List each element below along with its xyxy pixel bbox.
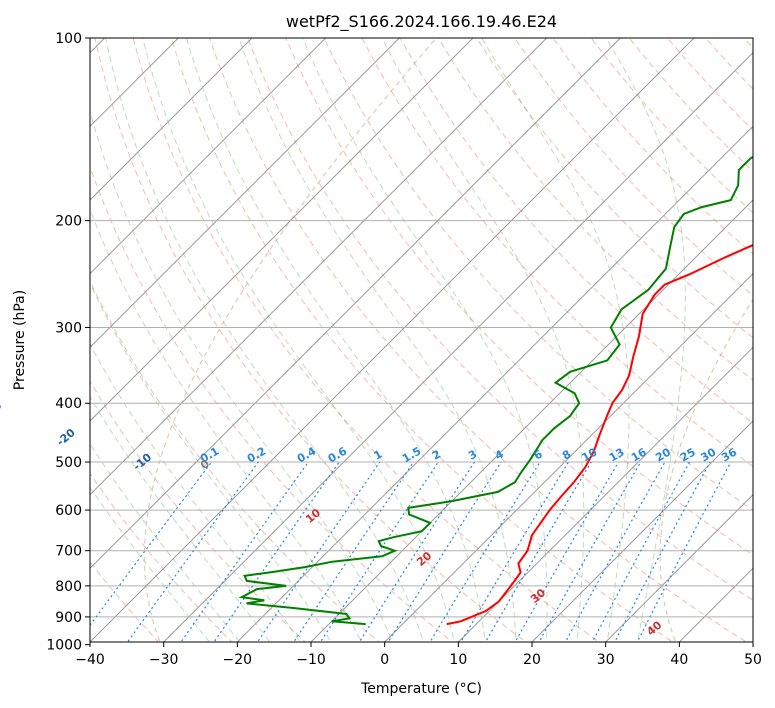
x-tick-label: −40 xyxy=(75,652,105,668)
mixing-ratio-line xyxy=(614,461,711,642)
isotherm-line xyxy=(90,38,253,201)
isotherm-line xyxy=(531,420,753,642)
dry-adiabat-line xyxy=(170,38,674,642)
reference-curve xyxy=(143,38,437,642)
x-tick-label: 30 xyxy=(597,652,615,668)
series-layer xyxy=(238,155,753,626)
x-tick-label: 0 xyxy=(380,652,389,668)
dry-adiabat-line xyxy=(94,38,527,642)
y-tick-label: 600 xyxy=(55,503,82,519)
dewpoint-profile-line xyxy=(238,155,753,626)
y-tick-label: 100 xyxy=(55,31,82,47)
y-tick-label: 800 xyxy=(55,579,82,595)
y-tick-label: 1000 xyxy=(46,638,82,654)
mixing-ratio-line xyxy=(538,461,642,642)
x-tick-label: −20 xyxy=(223,652,253,668)
moist-adiabat-line xyxy=(186,38,486,642)
isotherm-line xyxy=(383,272,753,642)
dry-adiabat-line xyxy=(399,38,753,424)
isotherm-line xyxy=(90,38,621,570)
isotherm-line xyxy=(90,38,695,642)
isotherm-line xyxy=(162,51,753,642)
moist-adiabat-line xyxy=(90,282,332,642)
y-tick-label: 200 xyxy=(55,214,82,230)
moist-adiabat-line xyxy=(90,343,301,642)
moist-adiabat-line xyxy=(481,38,630,642)
dry-adiabat-label: -30 xyxy=(0,399,5,422)
dry-adiabat-line xyxy=(132,38,601,642)
x-tick-label: 10 xyxy=(449,652,467,668)
y-tick-label: 400 xyxy=(55,396,82,412)
isotherm-line xyxy=(90,38,327,275)
mixing-ratio-line xyxy=(514,461,620,642)
dry-adiabat-line xyxy=(323,38,753,511)
x-tick-label: 40 xyxy=(670,652,688,668)
x-tick-label: −10 xyxy=(296,652,326,668)
mixing-ratio-line xyxy=(256,461,381,642)
plot-frame xyxy=(89,37,754,643)
mixing-ratio-line xyxy=(429,461,541,642)
y-tick-label: 700 xyxy=(55,544,82,560)
x-tick-label: 50 xyxy=(744,652,762,668)
isotherm-line xyxy=(236,125,753,642)
moist-adiabat-line xyxy=(238,38,517,642)
mixing-ratio-line xyxy=(126,461,259,642)
isotherm-line xyxy=(90,38,548,496)
dry-adiabat-line xyxy=(285,38,753,556)
dry-adiabat-line xyxy=(90,472,233,642)
plot-background xyxy=(90,38,753,642)
moist-adiabat-line xyxy=(605,38,686,642)
y-tick-label: 300 xyxy=(55,320,82,336)
x-axis-title: Temperature (°C) xyxy=(360,681,482,697)
y-tick-label: 900 xyxy=(55,610,82,626)
isotherm-line xyxy=(310,199,753,642)
isotherm-line xyxy=(90,38,400,349)
dry-adiabat-label: -20 xyxy=(54,426,78,449)
isotherm-line xyxy=(90,38,474,422)
grid-layer xyxy=(90,38,753,642)
isotherm-line xyxy=(604,493,753,642)
x-tick-label: −30 xyxy=(149,652,179,668)
mixing-ratio-line xyxy=(460,461,570,642)
dry-adiabat-line xyxy=(247,38,753,601)
moist-adiabat-line xyxy=(142,38,455,642)
mixing-ratio-line xyxy=(636,461,732,642)
y-tick-label: 500 xyxy=(55,455,82,471)
dry-adiabat-line xyxy=(361,38,753,468)
moist-adiabat-line xyxy=(90,443,241,642)
moist-adiabat-line xyxy=(90,208,363,642)
temperature-profile-line xyxy=(446,243,753,626)
mixing-ratio-line xyxy=(319,461,439,642)
mixing-ratio-line xyxy=(293,461,415,642)
chart-title: wetPf2_S166.2024.166.19.46.E24 xyxy=(286,12,557,32)
moist-adiabat-line xyxy=(90,395,271,642)
moist-adiabat-line xyxy=(302,38,548,642)
y-axis-title: Pressure (hPa) xyxy=(12,290,28,390)
reference-curve xyxy=(659,298,753,642)
moist-adiabat-line xyxy=(90,486,211,642)
axes-layer: −40 −30 −20 −10 0 10 20 30 40 50 100 200 300 400 500 60… xyxy=(46,31,762,668)
x-tick-label: 20 xyxy=(523,652,541,668)
dry-adiabat-line xyxy=(90,279,380,642)
mixing-ratio-line xyxy=(564,461,666,642)
moist-adiabat-line xyxy=(105,38,425,642)
dry-adiabat-line xyxy=(209,38,748,642)
moist-adiabat-line xyxy=(381,38,585,642)
